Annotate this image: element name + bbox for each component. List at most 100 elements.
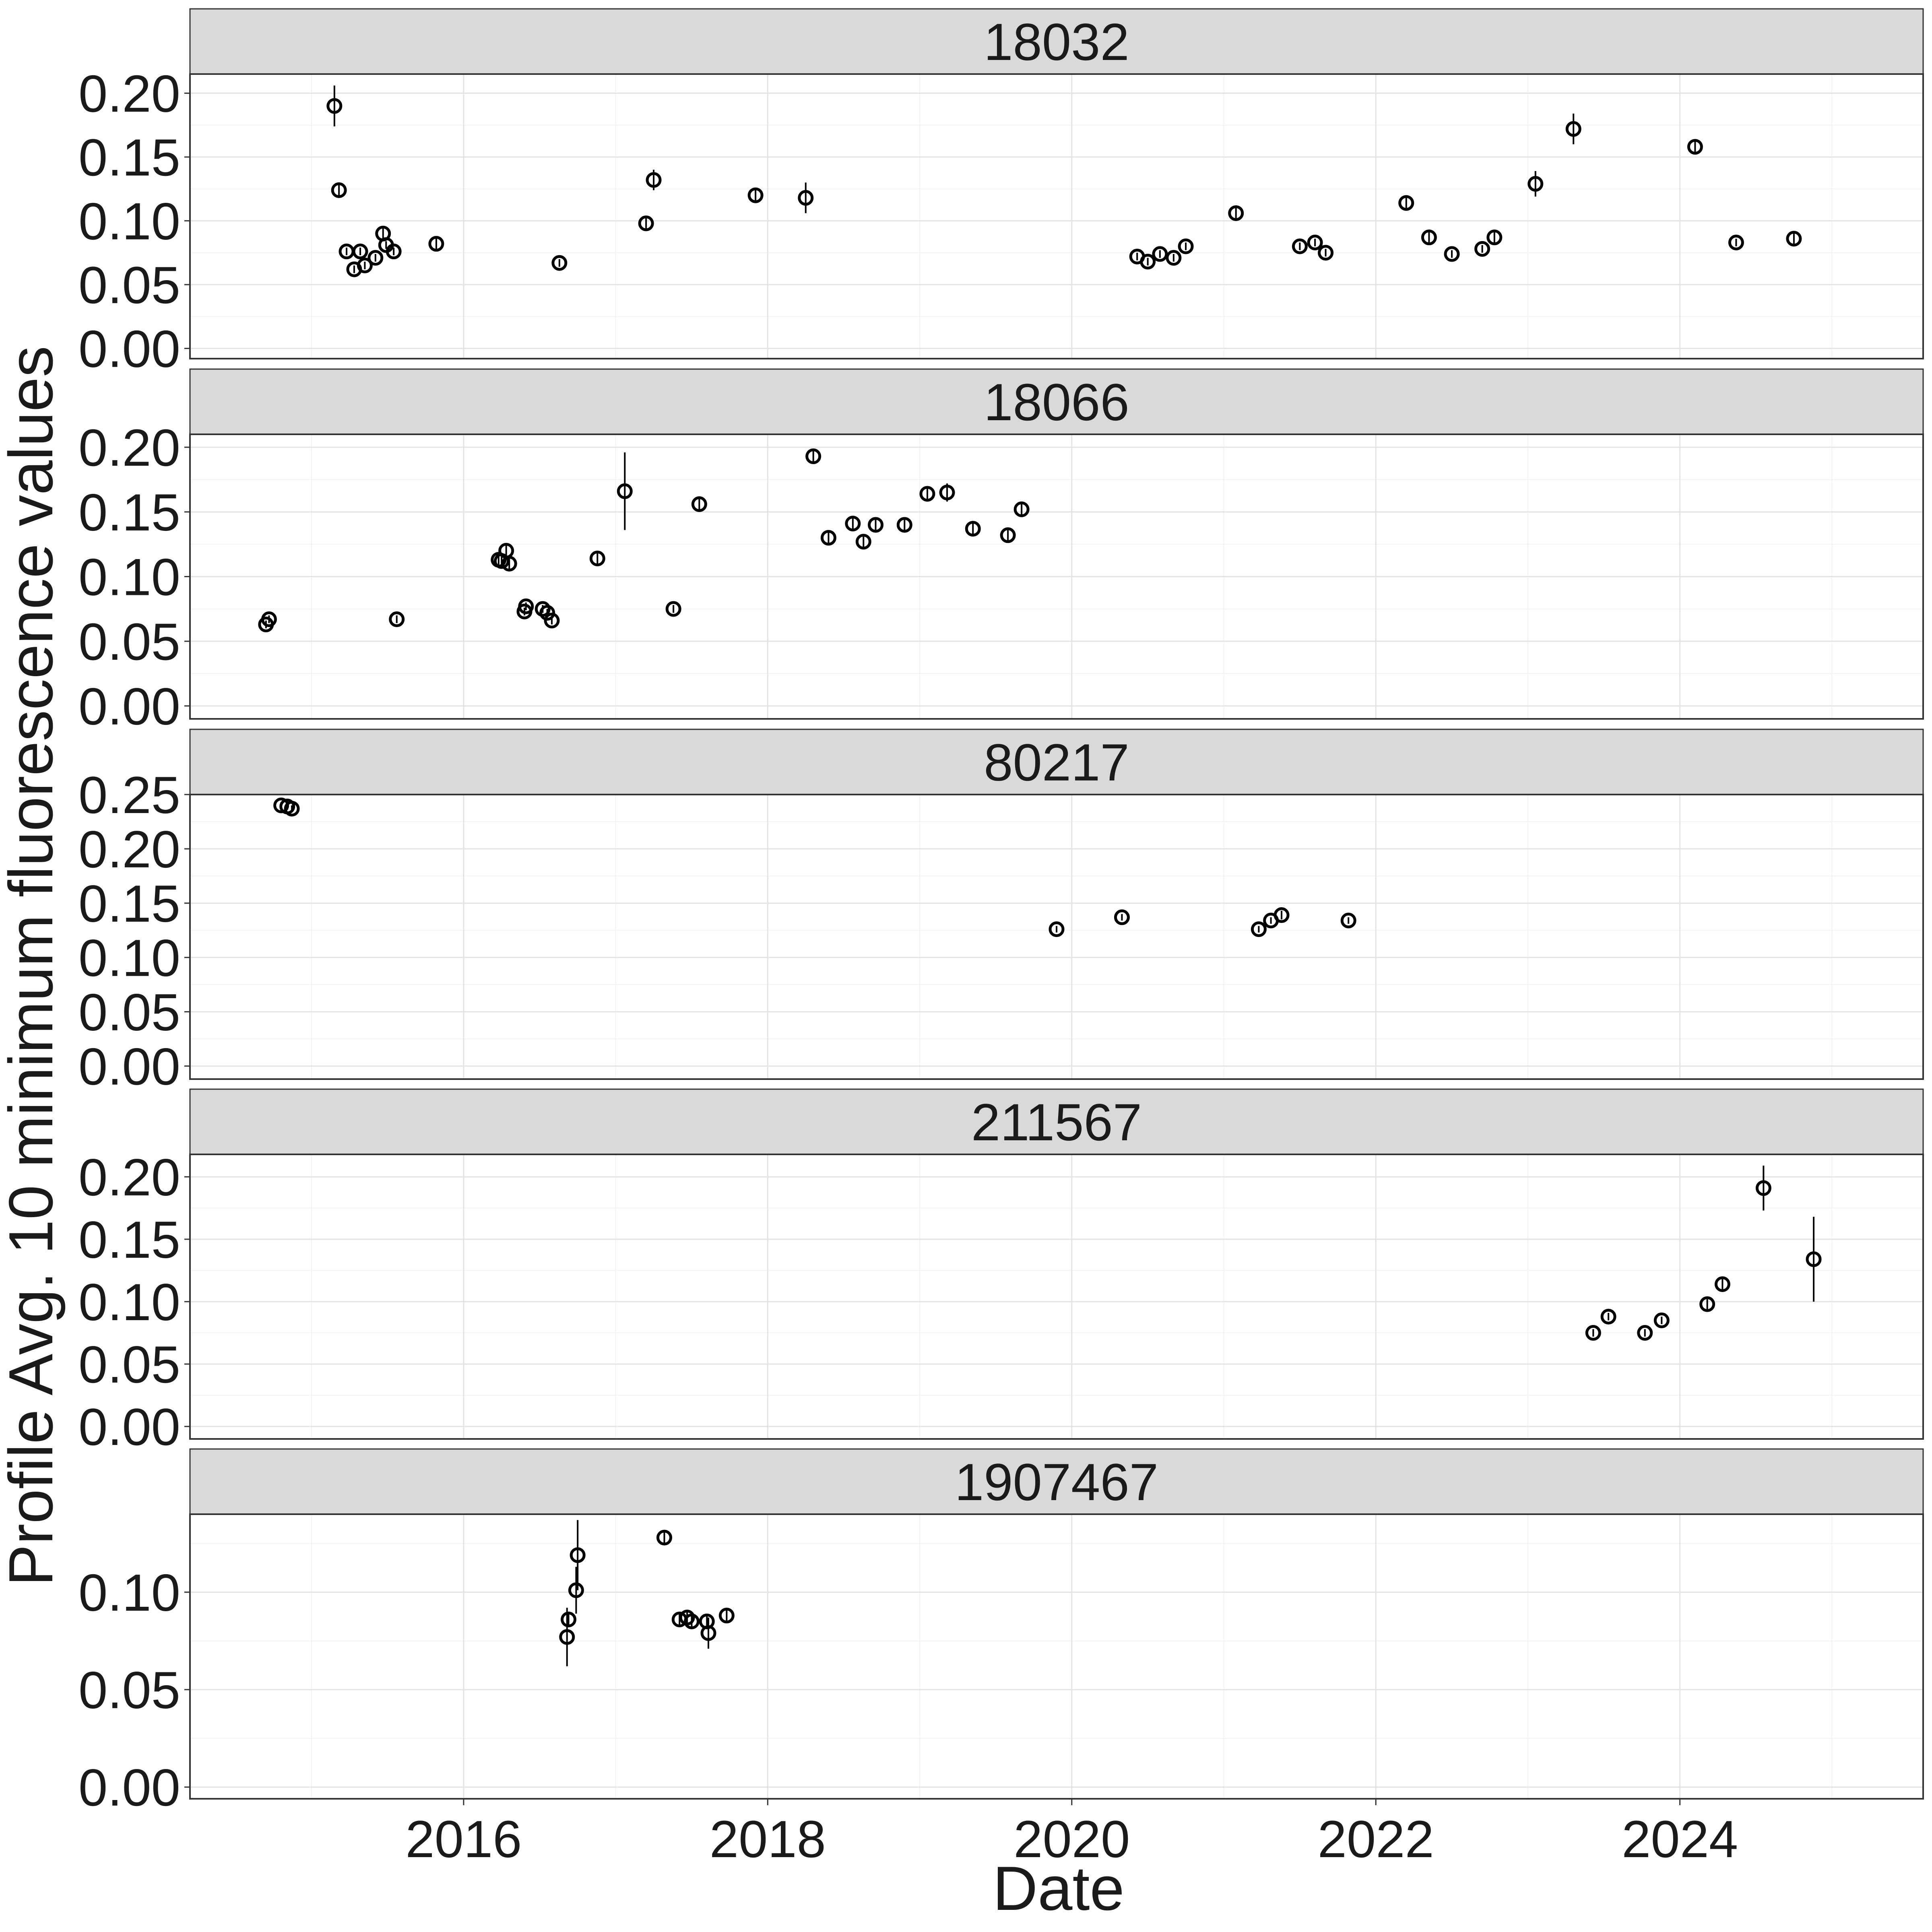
y-tick-label: 0.15 bbox=[78, 128, 180, 187]
data-point-marker bbox=[1421, 229, 1437, 246]
data-point bbox=[1653, 1312, 1670, 1328]
y-tick-label: 0.05 bbox=[78, 612, 180, 671]
facet-strip bbox=[189, 8, 1924, 75]
data-point-marker bbox=[868, 517, 884, 533]
data-point bbox=[589, 551, 605, 567]
data-point bbox=[646, 169, 662, 190]
data-point bbox=[518, 598, 534, 614]
data-point bbox=[1687, 139, 1703, 155]
data-point-marker bbox=[561, 1611, 577, 1627]
data-point-marker bbox=[1637, 1325, 1653, 1341]
data-point bbox=[261, 611, 277, 627]
data-point bbox=[357, 258, 373, 274]
data-point bbox=[544, 613, 560, 629]
data-point-marker bbox=[805, 448, 822, 464]
data-point bbox=[845, 516, 861, 532]
data-point bbox=[551, 255, 568, 271]
y-tick-label: 0.05 bbox=[78, 1661, 180, 1719]
data-point bbox=[570, 1520, 586, 1590]
data-point-marker bbox=[646, 172, 662, 188]
data-point-marker bbox=[1166, 250, 1182, 266]
data-point-marker bbox=[855, 534, 871, 550]
facet-panels: 180320.000.050.100.150.20180660.000.050.… bbox=[78, 8, 1924, 1817]
data-point bbox=[559, 1608, 575, 1666]
data-point bbox=[1421, 229, 1437, 246]
panel-border bbox=[189, 794, 1924, 1080]
data-point-marker bbox=[331, 182, 347, 198]
x-tick-label: 2022 bbox=[1318, 1810, 1434, 1868]
y-tick-label: 0.10 bbox=[78, 1563, 180, 1622]
data-point-marker bbox=[1398, 195, 1414, 211]
y-tick-label: 0.10 bbox=[78, 548, 180, 607]
plot-background bbox=[190, 1154, 1923, 1439]
data-point-marker bbox=[518, 598, 534, 614]
data-point-marker bbox=[919, 486, 935, 502]
data-point-marker bbox=[1049, 921, 1065, 937]
data-point bbox=[1600, 1309, 1616, 1325]
data-point bbox=[1292, 238, 1308, 254]
data-point bbox=[805, 448, 822, 464]
panel-border bbox=[189, 1513, 1924, 1800]
data-point bbox=[798, 182, 814, 213]
y-tick-label: 0.10 bbox=[78, 192, 180, 251]
data-point bbox=[1140, 254, 1156, 270]
y-tick-label: 0.20 bbox=[78, 418, 180, 477]
data-point bbox=[718, 1608, 735, 1624]
data-point bbox=[617, 452, 633, 530]
data-point-marker bbox=[820, 530, 836, 546]
data-point-marker bbox=[1585, 1325, 1601, 1341]
data-point bbox=[1806, 1217, 1822, 1302]
x-tick-label: 2020 bbox=[1013, 1810, 1130, 1868]
data-point bbox=[820, 530, 836, 546]
facet-strip bbox=[189, 1088, 1924, 1155]
data-point-marker bbox=[1653, 1312, 1670, 1328]
data-point-marker bbox=[656, 1530, 672, 1546]
data-point bbox=[1307, 234, 1323, 250]
data-point bbox=[1000, 527, 1016, 543]
facet-strip-label: 80217 bbox=[984, 733, 1129, 792]
facet-panel: 1907467 0.00 0.05 0.10 bbox=[78, 1448, 1924, 1817]
data-point-marker bbox=[539, 605, 555, 621]
data-point-marker bbox=[1292, 238, 1308, 254]
data-point bbox=[1166, 250, 1182, 266]
data-point-marker bbox=[568, 1582, 584, 1598]
data-point bbox=[1114, 909, 1130, 925]
data-point bbox=[1755, 1165, 1771, 1211]
data-point bbox=[331, 182, 347, 198]
facet-panel: 18066 0.00 0.050.10 0.15 0.20 bbox=[78, 368, 1924, 736]
data-point bbox=[896, 517, 912, 533]
y-tick-label: 0.00 bbox=[78, 677, 180, 736]
data-point-marker bbox=[1728, 234, 1744, 250]
data-point bbox=[1585, 1325, 1601, 1341]
data-point-marker bbox=[551, 255, 568, 271]
facet-strip-label: 18032 bbox=[984, 12, 1129, 71]
plot-background bbox=[190, 1514, 1923, 1799]
y-tick-label: 0.20 bbox=[78, 64, 180, 123]
data-point bbox=[386, 244, 402, 260]
y-tick-label: 0.00 bbox=[78, 1397, 180, 1456]
data-point bbox=[691, 496, 707, 512]
data-point bbox=[700, 1617, 716, 1649]
data-point bbox=[868, 517, 884, 533]
panel-border bbox=[189, 433, 1924, 720]
data-point bbox=[428, 236, 444, 252]
y-tick-label: 0.10 bbox=[78, 1273, 180, 1331]
y-tick-label: 0.00 bbox=[78, 320, 180, 378]
data-point-marker bbox=[1687, 139, 1703, 155]
data-point-marker bbox=[1140, 254, 1156, 270]
data-point-marker bbox=[747, 187, 764, 203]
y-tick-label: 0.05 bbox=[78, 256, 180, 314]
x-axis-title: Date bbox=[993, 1854, 1124, 1923]
data-point-marker bbox=[1340, 912, 1356, 929]
data-point-marker bbox=[501, 555, 517, 572]
data-point-marker bbox=[1228, 205, 1244, 221]
y-tick-label: 0.00 bbox=[78, 1037, 180, 1096]
facet-strip-label: 211567 bbox=[971, 1093, 1142, 1152]
y-tick-label: 0.05 bbox=[78, 983, 180, 1042]
y-tick-label: 0.10 bbox=[78, 929, 180, 987]
x-axis: 2016 2018 2020 2022 2024 bbox=[405, 1799, 1738, 1868]
data-point-marker bbox=[617, 483, 633, 499]
data-point-marker bbox=[284, 801, 300, 817]
data-point-marker bbox=[1274, 907, 1290, 923]
